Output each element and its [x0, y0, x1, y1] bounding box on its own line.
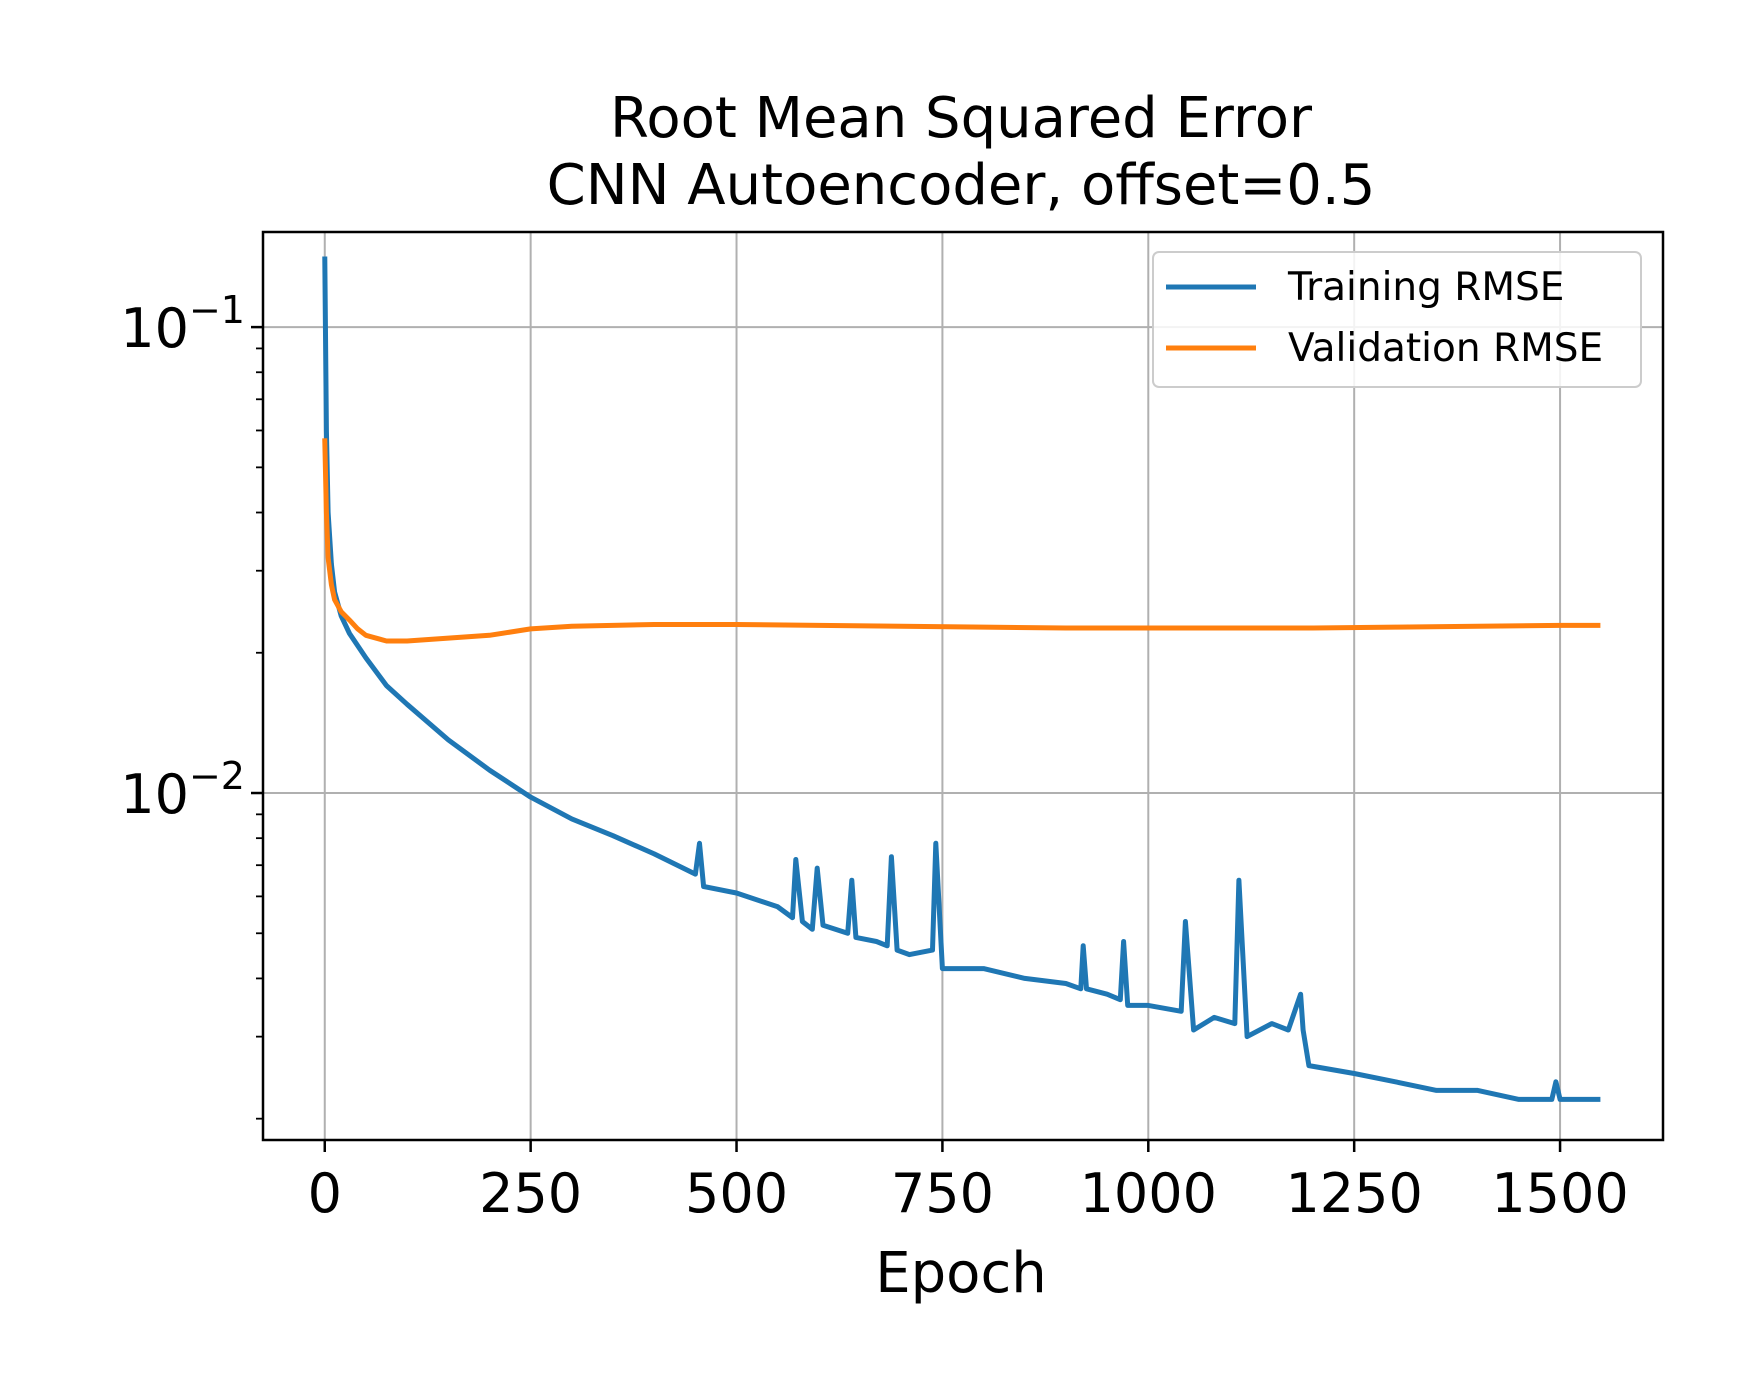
x-tick-label-4: 1000 — [1080, 1162, 1217, 1225]
x-tick-label-1: 250 — [479, 1162, 582, 1225]
plot-frame — [261, 230, 1665, 1142]
x-tick-label-2: 500 — [685, 1162, 788, 1225]
chart-subtitle: CNN Autoencoder, offset=0.5 — [547, 153, 1376, 218]
y-tick-label-0: 10−1 — [120, 288, 245, 360]
series-area — [322, 256, 1601, 1102]
chart-title: Root Mean Squared Error — [610, 86, 1313, 151]
legend: Training RMSE Validation RMSE — [1152, 251, 1642, 388]
x-tick-label-3: 750 — [891, 1162, 994, 1225]
series-line-validation — [322, 438, 1601, 644]
legend-label-validation: Validation RMSE — [1288, 326, 1603, 371]
x-axis-ticks: 0 250 500 750 1000 1250 1500 — [308, 1140, 1629, 1225]
x-tick-label-0: 0 — [308, 1162, 342, 1225]
x-axis-label: Epoch — [875, 1241, 1046, 1306]
x-tick-label-5: 1250 — [1285, 1162, 1422, 1225]
y-tick-label-1: 10−2 — [120, 754, 245, 826]
legend-box — [1152, 251, 1642, 388]
x-tick-label-6: 1500 — [1491, 1162, 1628, 1225]
legend-label-training: Training RMSE — [1287, 265, 1564, 310]
series-line-training — [322, 256, 1601, 1102]
y-axis-ticks: 10−1 10−2 — [120, 288, 263, 1120]
